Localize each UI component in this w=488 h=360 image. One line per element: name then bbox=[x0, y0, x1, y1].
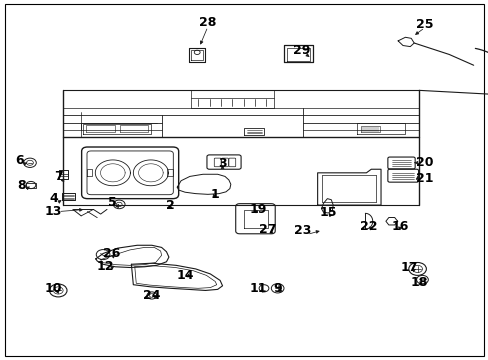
Text: 14: 14 bbox=[176, 269, 193, 282]
Text: 11: 11 bbox=[249, 282, 266, 295]
Text: 9: 9 bbox=[273, 282, 282, 295]
Text: 26: 26 bbox=[103, 247, 121, 260]
Text: 10: 10 bbox=[44, 282, 62, 295]
Text: 7: 7 bbox=[54, 170, 62, 183]
Text: 12: 12 bbox=[97, 260, 114, 273]
Text: 19: 19 bbox=[249, 203, 266, 216]
Text: 18: 18 bbox=[409, 276, 427, 289]
Text: 20: 20 bbox=[415, 156, 433, 169]
Text: 2: 2 bbox=[165, 199, 174, 212]
Text: 3: 3 bbox=[218, 157, 226, 170]
Text: 17: 17 bbox=[400, 261, 417, 274]
Text: 6: 6 bbox=[15, 154, 23, 167]
Text: 27: 27 bbox=[259, 223, 276, 236]
Text: 5: 5 bbox=[108, 196, 117, 209]
Text: 8: 8 bbox=[17, 179, 25, 192]
Text: 16: 16 bbox=[391, 220, 408, 233]
Text: 22: 22 bbox=[359, 220, 377, 233]
Text: 29: 29 bbox=[293, 44, 310, 57]
Text: 25: 25 bbox=[415, 18, 433, 31]
Text: 1: 1 bbox=[210, 188, 219, 201]
Text: 4: 4 bbox=[49, 192, 58, 205]
Text: 23: 23 bbox=[294, 224, 311, 238]
Text: 24: 24 bbox=[143, 289, 160, 302]
Text: 21: 21 bbox=[415, 172, 433, 185]
Text: 28: 28 bbox=[199, 17, 216, 30]
Text: 15: 15 bbox=[319, 207, 336, 220]
Text: 13: 13 bbox=[44, 205, 62, 218]
